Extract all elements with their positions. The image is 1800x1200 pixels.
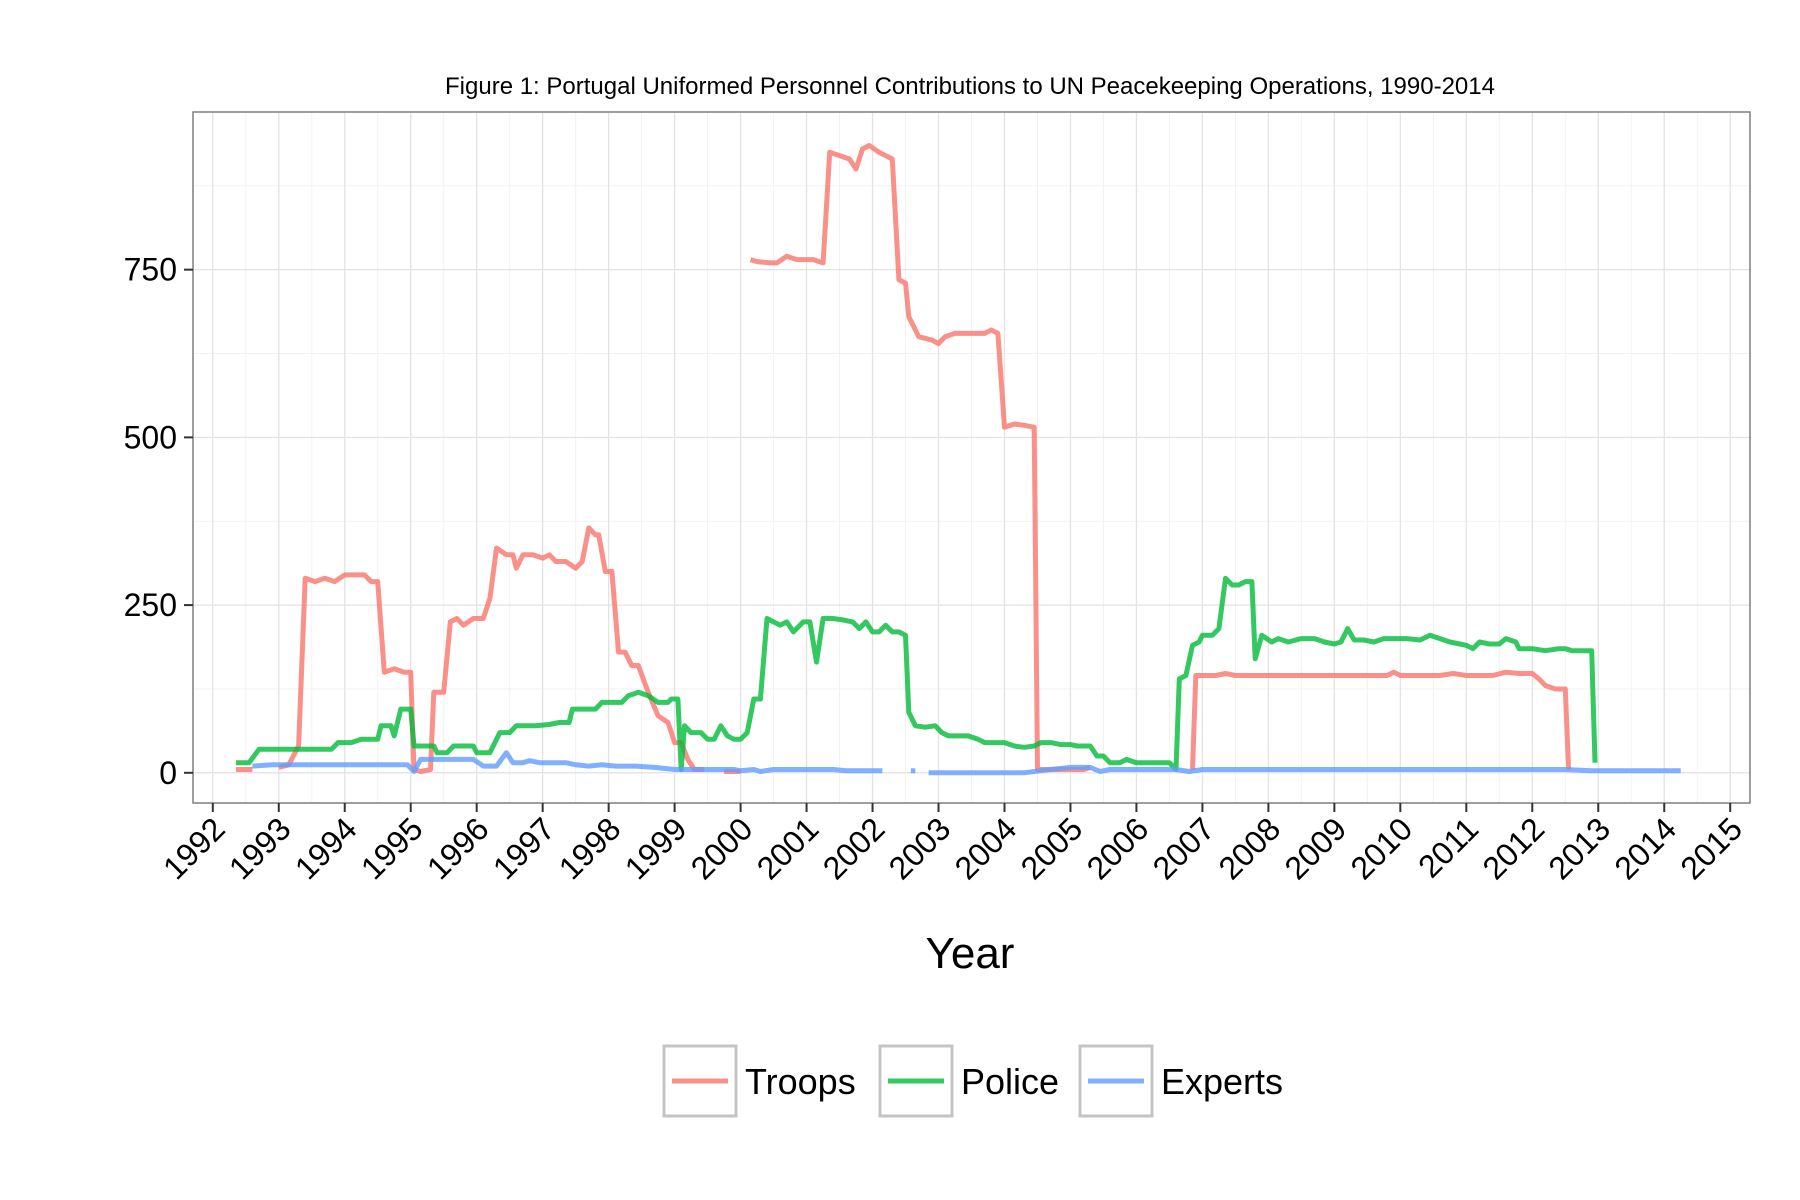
- x-tick-label: 2014: [1607, 810, 1683, 886]
- x-tick-label: 1998: [552, 810, 628, 886]
- x-tick-label: 2000: [684, 810, 760, 886]
- x-tick-label: 1993: [222, 810, 298, 886]
- x-tick-label: 2015: [1673, 810, 1749, 886]
- series-line-experts: [928, 764, 1681, 776]
- y-tick-label: 750: [124, 252, 177, 288]
- plot-border: [192, 111, 1751, 804]
- x-tick-label: 1997: [486, 810, 562, 886]
- series-line-troops: [278, 525, 705, 774]
- series-line-experts: [252, 750, 883, 774]
- x-tick-label: 2012: [1475, 810, 1551, 886]
- x-tick-label: 2011: [1411, 810, 1485, 884]
- chart-title: Figure 1: Portugal Uniformed Personnel C…: [445, 73, 1495, 100]
- series-line-troops: [749, 143, 1092, 772]
- x-tick-label: 2008: [1212, 810, 1288, 886]
- x-tick-label: 1996: [420, 810, 496, 886]
- x-tick-label: 2004: [948, 810, 1024, 886]
- x-tick-label: 1999: [618, 810, 694, 886]
- x-tick-label: 2010: [1343, 810, 1419, 886]
- x-tick-label: 1995: [354, 810, 430, 886]
- legend-label: Troops: [745, 1061, 856, 1102]
- legend-item-troops: Troops: [662, 1044, 856, 1118]
- x-axis: 1992199319941995199619971998199920002001…: [156, 803, 1749, 886]
- legend-item-police: Police: [878, 1044, 1059, 1118]
- x-tick-label: 1992: [156, 810, 232, 886]
- series-line-police: [235, 575, 1598, 772]
- x-tick-label: 2002: [816, 810, 892, 886]
- legend: Troops Police Experts: [662, 1044, 1283, 1118]
- legend-label: Experts: [1161, 1061, 1283, 1102]
- y-tick-label: 500: [124, 419, 177, 455]
- y-axis: 0 250 500 750: [124, 252, 193, 791]
- x-tick-label: 2003: [882, 810, 958, 886]
- x-tick-label: 2006: [1080, 810, 1156, 886]
- x-tick-label: 2001: [750, 810, 826, 886]
- x-tick-label: 2013: [1541, 810, 1617, 886]
- y-tick-label: 0: [159, 755, 177, 791]
- plot-panel: [192, 111, 1751, 804]
- x-axis-title: Year: [926, 929, 1015, 978]
- y-tick-label: 250: [124, 587, 177, 623]
- legend-item-experts: Experts: [1078, 1044, 1283, 1118]
- legend-label: Police: [961, 1061, 1059, 1102]
- x-tick-label: 2009: [1278, 810, 1354, 886]
- series-line-troops: [1190, 669, 1572, 770]
- x-tick-label: 2005: [1014, 810, 1090, 886]
- x-tick-label: 2007: [1146, 810, 1222, 886]
- x-tick-label: 1994: [288, 810, 364, 886]
- series-lines: [235, 143, 1681, 776]
